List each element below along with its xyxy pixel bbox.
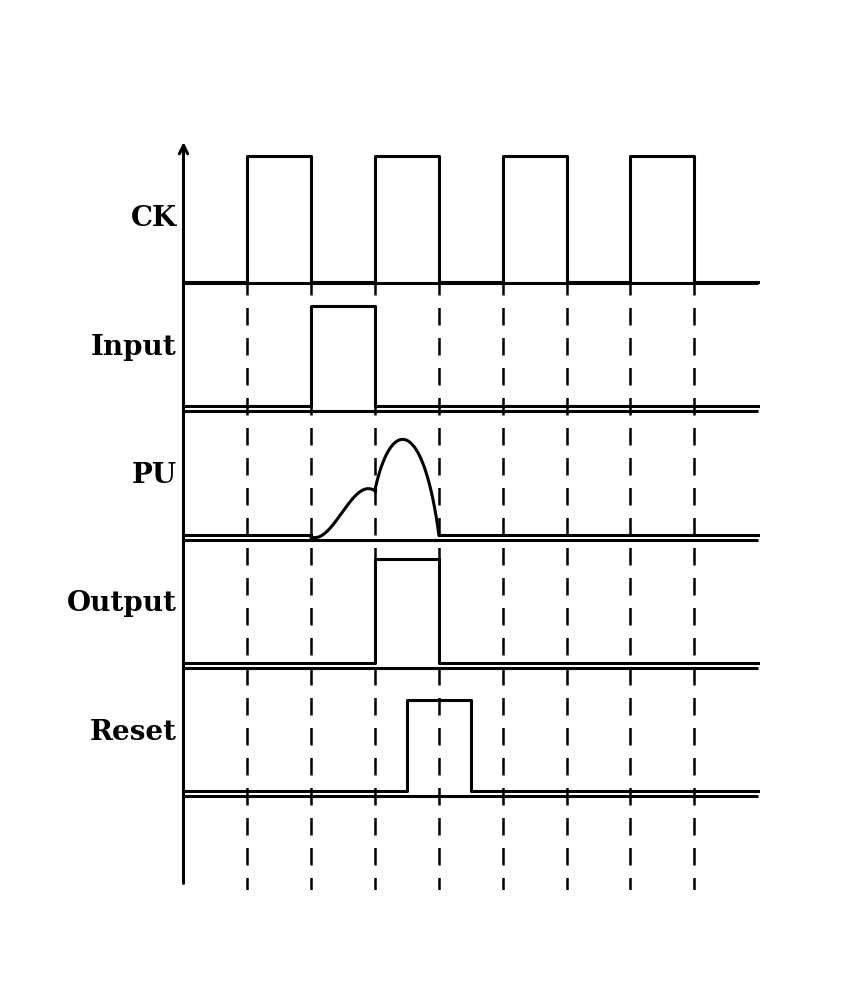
- Text: CK: CK: [131, 205, 177, 232]
- Text: PU: PU: [132, 462, 177, 489]
- Text: Output: Output: [67, 590, 177, 617]
- Text: Input: Input: [91, 334, 177, 361]
- Text: Reset: Reset: [90, 719, 177, 746]
